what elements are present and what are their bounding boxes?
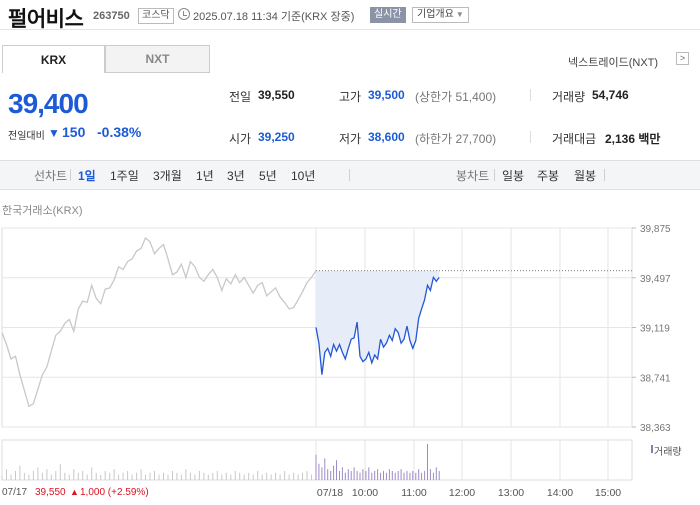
upper-limit: (상한가 51,400) [415,90,497,104]
period-5y[interactable]: 5년 [259,169,277,183]
x-tick-label: 12:00 [449,487,475,499]
chart-series [1,236,632,408]
prev-day-date: 07/17 [2,487,28,498]
high-value: 39,500 [368,88,405,102]
caret-down-icon: ▼ [455,10,464,19]
down-triangle-icon: ▼ [48,126,60,140]
clock-icon [178,8,190,20]
divider [530,89,531,101]
volume-value: 54,746 [592,88,629,102]
company-overview-label: 기업개요 [417,9,454,20]
change-percent: -0.38% [97,124,142,140]
change-amount: 150 [62,124,86,140]
series-prev-day [1,236,317,408]
market-badge: 코스닥 [138,8,174,24]
line-chart-label: 선차트 [34,169,68,183]
low-value: 38,600 [368,130,405,144]
y-axis: 39,875 39,497 39,119 38,741 38,363 [640,224,671,434]
divider [530,131,531,143]
open-label: 시가 [229,132,252,146]
tab-krx[interactable]: KRX [2,45,105,73]
x-axis: 07/18 10:00 11:00 12:00 13:00 14:00 15:00 [317,487,621,499]
chart-grid [1,227,636,481]
realtime-button[interactable]: 실시간 [370,7,406,23]
candle-chart-label: 봉차트 [456,169,490,183]
x-tick-label: 10:00 [352,487,378,499]
x-tick-label: 14:00 [547,487,573,499]
amount-label: 거래대금 [552,132,597,146]
stock-name: 펄어비스 [8,8,84,31]
prev-close-label: 전일 [229,90,252,104]
volume-label: 거래량 [552,90,586,104]
divider [70,169,71,181]
x-tick-label: 13:00 [498,487,524,499]
period-daily[interactable]: 일봉 [502,169,525,183]
open-value: 39,250 [258,130,295,144]
prev-day-close: 39,550 [35,487,66,498]
volume-bars [1,444,440,480]
period-bar [0,160,700,190]
company-overview-button[interactable]: 기업개요 ▼ [412,7,469,23]
header-divider [0,29,700,30]
volume-frame [1,439,633,481]
x-tick-label: 07/18 [317,487,343,499]
period-weekly[interactable]: 주봉 [537,169,560,183]
stock-code: 263750 [93,10,130,22]
period-3y[interactable]: 3년 [227,169,245,183]
change-label: 전일대비 [8,131,45,142]
high-label: 고가 [339,90,362,104]
period-10y[interactable]: 10년 [291,169,316,183]
period-monthly[interactable]: 월봉 [574,169,597,183]
prev-close-value: 39,550 [258,88,295,102]
exchange-label: 한국거래소(KRX) [2,205,83,217]
divider [494,169,495,181]
prev-day-change: 1,000 (+2.59%) [80,487,149,498]
series-today [315,275,440,375]
period-1w[interactable]: 1주일 [110,169,139,183]
nextrade-link[interactable]: 넥스트레이드(NXT) [568,57,659,69]
current-price: 39,400 [8,88,89,119]
amount-value: 2,136 백만 [605,132,661,146]
low-label: 저가 [339,132,362,146]
divider [604,169,605,181]
period-1d[interactable]: 1일 [78,169,96,183]
y-tick-label: 39,497 [640,274,671,285]
quote-datetime: 2025.07.18 11:34 기준(KRX 장중) [193,11,355,23]
up-triangle-icon: ▲ [70,487,79,497]
chevron-right-icon[interactable]: > [676,52,689,65]
y-tick-label: 39,875 [640,224,671,235]
today-area [316,270,440,375]
y-tick-label: 38,741 [640,373,671,384]
y-tick-label: 38,363 [640,423,671,434]
x-tick-label: 15:00 [595,487,621,499]
x-tick-label: 11:00 [401,487,427,499]
lower-limit: (하한가 27,700) [415,132,497,146]
period-3m[interactable]: 3개월 [153,169,182,183]
divider [349,169,350,181]
volume-legend-swatch [651,445,653,453]
tab-nxt[interactable]: NXT [105,45,210,73]
period-1y[interactable]: 1년 [196,169,214,183]
y-tick-label: 39,119 [640,324,670,335]
volume-legend: 거래량 [654,447,682,458]
